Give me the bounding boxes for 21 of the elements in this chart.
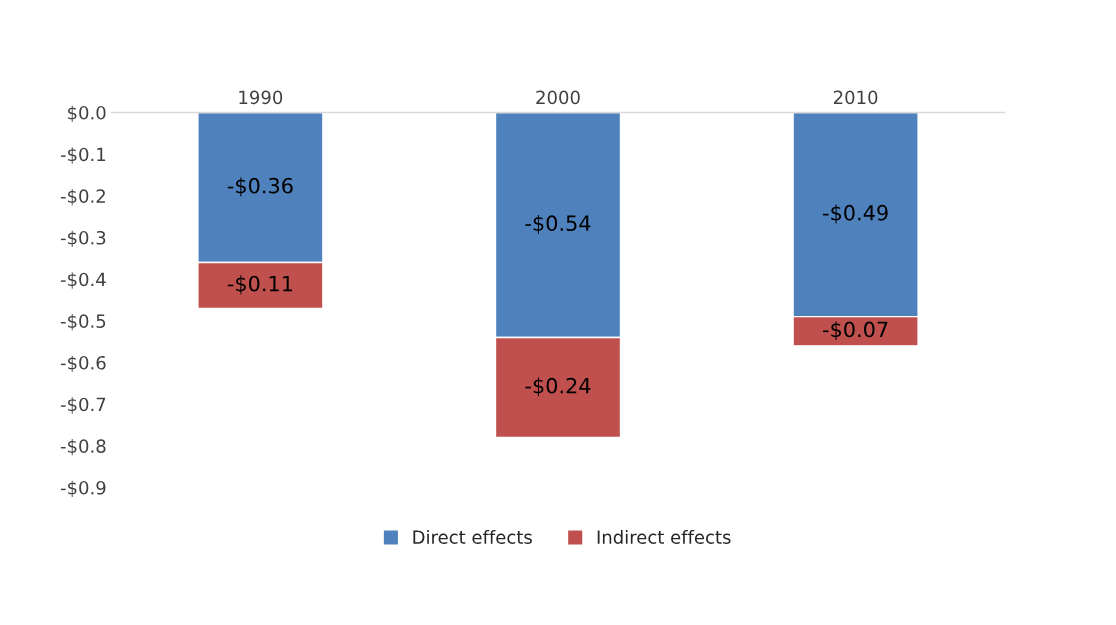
data-label: -$0.36 <box>227 177 293 197</box>
y-tick-label: -$0.4 <box>60 272 106 289</box>
y-tick-label: $0.0 <box>68 105 106 123</box>
y-tick-label: -$0.5 <box>60 313 106 331</box>
data-label: -$0.11 <box>227 275 293 295</box>
data-label: -$0.49 <box>823 204 888 224</box>
y-tick-label: -$0.7 <box>60 397 106 414</box>
data-label: -$0.07 <box>823 321 888 341</box>
y-tick-label: -$0.9 <box>60 480 106 498</box>
y-tick-label: -$0.2 <box>60 188 105 206</box>
y-tick-label: -$0.3 <box>60 230 106 248</box>
y-tick-label: -$0.1 <box>60 147 106 164</box>
x-tick-label: 1990 <box>239 90 283 105</box>
y-tick-label: -$0.6 <box>60 355 106 373</box>
legend-label: Direct effects <box>413 530 532 544</box>
data-label: -$0.54 <box>525 214 591 234</box>
x-tick-label: 2000 <box>536 90 580 105</box>
legend-label: Indirect effects <box>597 530 731 544</box>
y-tick-label: -$0.8 <box>60 438 106 456</box>
data-label: -$0.24 <box>525 377 591 397</box>
x-tick-label: 2010 <box>833 90 878 105</box>
